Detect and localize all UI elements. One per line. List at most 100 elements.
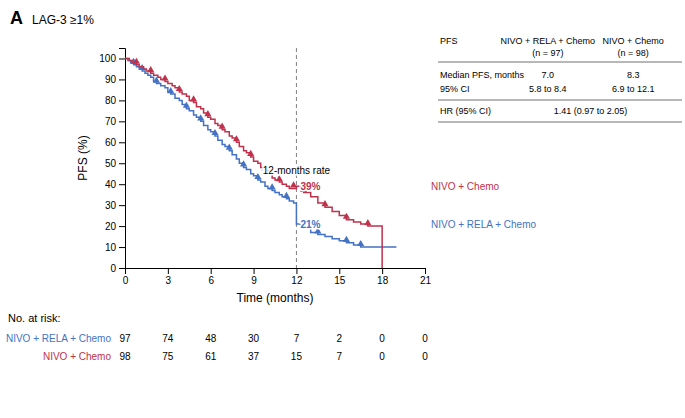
tick-mark	[211, 268, 212, 274]
table-cell: 7.0	[542, 70, 555, 80]
table-cell: 6.9 to 12.1	[612, 84, 655, 94]
tick-label: 40	[105, 179, 117, 190]
tick-mark	[119, 100, 125, 101]
table-header: (n = 98)	[618, 48, 649, 58]
tick-mark	[119, 163, 125, 164]
y-axis: 0 10 20 30 40 50 60 70 80 90 100	[99, 49, 125, 274]
at-risk-title: No. at risk:	[8, 312, 61, 324]
tick-label: 15	[334, 275, 346, 286]
tick: 6	[208, 268, 214, 286]
annotation: 12-months rate	[263, 165, 331, 176]
censor-mark	[197, 114, 204, 120]
censor-mark	[343, 236, 350, 242]
at-risk-count: 7	[294, 333, 300, 344]
tick-mark	[119, 226, 125, 227]
at-risk-count: 30	[248, 333, 260, 344]
tick: 60	[105, 137, 125, 148]
summary-table: PFS NIVO + RELA + Chemo (n = 97) NIVO + Che…	[438, 36, 682, 122]
at-risk-count: 0	[422, 333, 428, 344]
censor-mark	[269, 183, 276, 189]
at-risk-count: 0	[379, 351, 385, 362]
at-risk-count: 0	[422, 351, 428, 362]
tick: 50	[105, 158, 125, 169]
censor-mark	[254, 173, 261, 179]
tick-label: 50	[105, 158, 117, 169]
marks	[125, 48, 396, 268]
tick-mark	[382, 268, 383, 274]
y-axis-title: PFS (%)	[76, 135, 90, 180]
censor-mark	[247, 150, 254, 156]
x-axis: 0 3 6 9 12 15 18 21	[123, 268, 432, 286]
tick-mark	[119, 58, 125, 59]
tick: 9	[251, 268, 257, 286]
tick: 100	[99, 53, 125, 64]
censor-mark	[211, 129, 218, 135]
tick-mark	[119, 121, 125, 122]
tick-mark	[425, 268, 426, 274]
tick-mark	[119, 205, 125, 206]
censor-mark	[357, 240, 364, 246]
table-rule	[438, 122, 682, 123]
at-risk-count: 48	[205, 333, 217, 344]
rate-label: 21%	[300, 219, 320, 230]
tick: 30	[105, 200, 125, 211]
tick: 80	[105, 95, 125, 106]
tick-mark	[119, 268, 125, 269]
censor-mark	[176, 85, 183, 91]
at-risk-row-label: NIVO + RELA + Chemo	[6, 333, 111, 344]
at-risk-count: 98	[119, 351, 131, 362]
tick-mark	[119, 79, 125, 80]
reference-line	[296, 48, 297, 268]
censor-mark	[204, 110, 211, 116]
tick-label: 0	[123, 275, 129, 286]
tick: 12	[291, 268, 303, 286]
tick-label: 21	[420, 275, 432, 286]
tick-label: 10	[105, 242, 117, 253]
censor-mark	[161, 74, 168, 80]
tick: 40	[105, 179, 125, 190]
table-header: NIVO + Chemo	[603, 36, 664, 46]
tick-label: 30	[105, 200, 117, 211]
tick: 90	[105, 74, 125, 85]
table-cell: 95% CI	[440, 84, 470, 94]
tick-mark	[254, 268, 255, 274]
tick-label: 80	[105, 95, 117, 106]
tick-label: 60	[105, 137, 117, 148]
tick-label: 3	[166, 275, 172, 286]
at-risk-row-label: NIVO + Chemo	[43, 351, 112, 362]
tick-label: 100	[99, 53, 116, 64]
table-header: NIVO + RELA + Chemo	[501, 36, 596, 46]
tick-label: 12	[291, 275, 303, 286]
censor-mark	[190, 95, 197, 101]
table-cell: Median PFS, months	[440, 70, 525, 80]
survival-curve	[125, 58, 396, 247]
table-header: (n = 97)	[532, 48, 563, 58]
at-risk-count: 75	[162, 351, 174, 362]
at-risk-count: 37	[248, 351, 260, 362]
at-risk-count: 74	[162, 333, 174, 344]
censor-mark	[226, 144, 233, 150]
tick: 10	[105, 242, 125, 253]
censor-mark	[233, 135, 240, 141]
chart: ALAG-3 ≥1%036912151821010203040506070809…	[0, 0, 685, 418]
table-header: PFS	[440, 36, 458, 46]
at-risk-count: 2	[337, 333, 343, 344]
at-risk-count: 97	[119, 333, 131, 344]
tick: 70	[105, 116, 125, 127]
tick: 20	[105, 221, 125, 232]
tick-mark	[339, 268, 340, 274]
tick: 0	[110, 263, 125, 274]
title: A	[10, 8, 23, 28]
at-risk-count: 0	[379, 333, 385, 344]
censor-mark	[321, 200, 328, 206]
tick: 3	[166, 268, 172, 286]
x-axis-title: Time (months)	[237, 291, 314, 305]
tick: 18	[377, 268, 389, 286]
at-risk-count: 15	[291, 351, 303, 362]
censor-mark	[147, 66, 154, 72]
rate-label: 39%	[300, 181, 320, 192]
censor-mark	[183, 102, 190, 108]
table-rule	[438, 62, 682, 63]
at-risk-count: 61	[205, 351, 217, 362]
tick-mark	[119, 142, 125, 143]
